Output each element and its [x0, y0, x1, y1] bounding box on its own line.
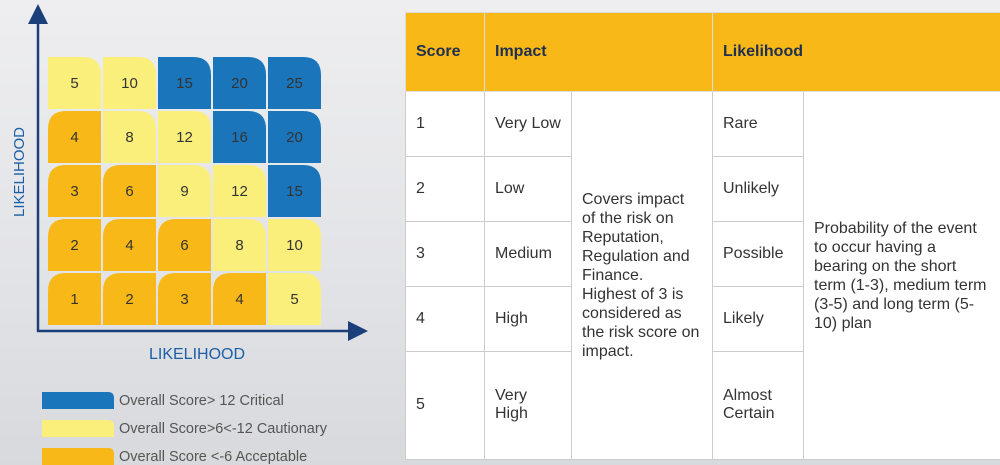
cell-value: 1: [70, 291, 78, 308]
header-cell: Impact: [485, 13, 713, 92]
score-cell: 4: [406, 286, 485, 351]
cell-value: 20: [231, 75, 248, 92]
impact-cell: High: [485, 286, 572, 351]
likelihood-cell: Likely: [713, 286, 804, 351]
legend-swatch: [42, 392, 114, 409]
header-cell: Likelihood: [713, 13, 1000, 92]
legend-text: Overall Score> 12 Critical: [119, 393, 284, 409]
score-cell: 2: [406, 156, 485, 221]
risk-table: Score Impact Likelihood 1Very LowCovers …: [405, 12, 1000, 460]
cell-value: 4: [235, 291, 243, 308]
cell-value: 16: [231, 129, 248, 146]
cell-value: 15: [176, 75, 193, 92]
cell-value: 12: [231, 183, 248, 200]
score-cell: 3: [406, 221, 485, 286]
cell-value: 4: [70, 129, 78, 146]
cell-value: 6: [180, 237, 188, 254]
cell-value: 3: [180, 291, 188, 308]
y-axis-label: LIKELIHOOD: [11, 127, 28, 217]
likelihood-cell: Almost Certain: [713, 351, 804, 459]
cell-value: 4: [125, 237, 133, 254]
header-cell: Score: [406, 13, 485, 92]
table-row: 1Very LowCovers impact of the risk on Re…: [406, 92, 1000, 157]
legend-text: Overall Score>6<-12 Cautionary: [119, 421, 328, 437]
likelihood-note: Probability of the event to occur having…: [804, 92, 1000, 460]
cell-value: 20: [286, 129, 303, 146]
cell-value: 15: [286, 183, 303, 200]
cell-value: 25: [286, 75, 303, 92]
likelihood-cell: Possible: [713, 221, 804, 286]
cell-value: 8: [125, 129, 133, 146]
impact-cell: Very High: [485, 351, 572, 459]
score-cell: 5: [406, 351, 485, 459]
cell-value: 2: [70, 237, 78, 254]
cell-value: 2: [125, 291, 133, 308]
score-cell: 1: [406, 92, 485, 157]
cell-value: 5: [70, 75, 78, 92]
risk-matrix: LIKELIHOOD LIKELIHOOD 510152025481216203…: [0, 0, 400, 465]
cell-value: 9: [180, 183, 188, 200]
impact-cell: Medium: [485, 221, 572, 286]
impact-cell: Low: [485, 156, 572, 221]
cell-value: 10: [286, 237, 303, 254]
cell-value: 5: [290, 291, 298, 308]
cell-value: 10: [121, 75, 138, 92]
x-axis-label: LIKELIHOOD: [149, 346, 245, 363]
cell-value: 8: [235, 237, 243, 254]
legend-text: Overall Score <-6 Acceptable: [119, 449, 307, 465]
cell-value: 12: [176, 129, 193, 146]
legend-swatch: [42, 420, 114, 437]
cell-value: 3: [70, 183, 78, 200]
impact-cell: Very Low: [485, 92, 572, 157]
likelihood-cell: Rare: [713, 92, 804, 157]
impact-note: Covers impact of the risk on Reputation,…: [572, 92, 713, 460]
cell-value: 6: [125, 183, 133, 200]
legend-swatch: [42, 448, 114, 465]
likelihood-cell: Unlikely: [713, 156, 804, 221]
